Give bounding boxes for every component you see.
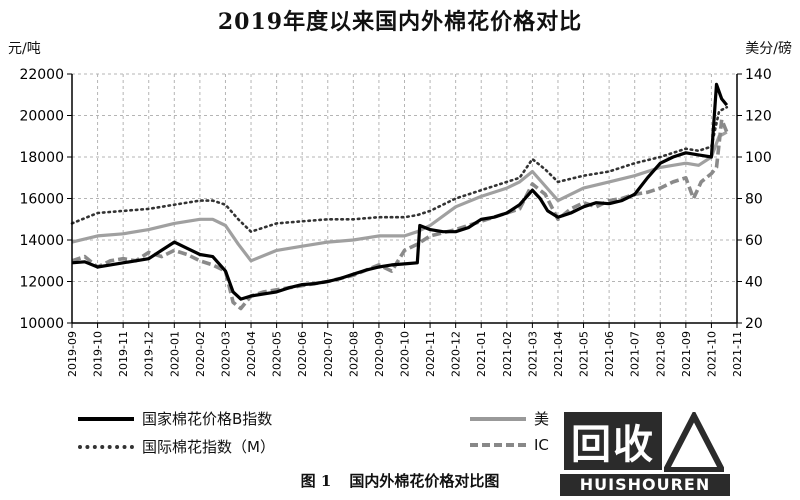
y-left-tick-label: 16000 [19,192,64,208]
y-right-unit: 美分/磅 [745,41,792,57]
legend-swatch-solid-black [78,416,134,421]
y-left-tick-label: 22000 [19,67,64,83]
y-left-tick-label: 10000 [19,316,64,332]
legend-item-m-index: 国际棉花指数（M） [78,436,275,457]
y-right-tick-label: 80 [745,192,763,208]
figure-caption: 图 1 国内外棉花价格对比图 [0,470,800,491]
y-right-tick-label: 40 [745,275,763,291]
x-tick-label: 2019-12 [143,331,156,377]
legend-swatch-solid-gray [470,416,526,421]
y-left-tick-label: 18000 [19,150,64,166]
x-tick-label: 2021-04 [552,331,565,377]
x-tick-label: 2019-11 [117,331,130,377]
x-tick-label: 2021-10 [705,331,718,377]
caption-number: 图 1 [300,472,332,490]
x-tick-label: 2020-02 [194,331,207,377]
x-tick-label: 2020-05 [271,331,284,377]
x-tick-label: 2020-03 [219,331,232,377]
y-right-tick-label: 140 [745,67,772,83]
x-tick-label: 2021-02 [501,331,514,377]
x-tick-label: 2021-08 [654,331,667,377]
y-right-tick-label: 60 [745,233,763,249]
watermark-box: 回收 [564,412,662,470]
y-left-unit: 元/吨 [8,41,41,57]
legend-label: 国际棉花指数（M） [142,438,275,456]
x-tick-label: 2019-10 [92,331,105,377]
y-left-tick-label: 12000 [19,275,64,291]
legend-label: 国家棉花价格B指数 [142,410,273,428]
x-tick-label: 2020-01 [168,331,181,377]
x-tick-label: 2020-12 [450,331,463,377]
series-line-dashed-gray [71,117,729,311]
caption-text: 国内外棉花价格对比图 [349,472,500,490]
legend-swatch-dashed-gray [470,443,526,447]
watermark-triangle-icon [664,412,724,472]
x-tick-label: 2021-06 [603,331,616,377]
watermark-site: HUISHOUREN [560,474,730,496]
x-tick-label: 2020-08 [347,331,360,377]
series-line-solid-black [71,82,729,301]
legend-item-us-futures: 美 [470,408,549,429]
legend-item-b-index: 国家棉花价格B指数 [78,408,272,429]
legend-label: 美 [534,410,550,428]
legend-item-ice: IC [470,436,549,454]
chart-title: 2019年度以来国内外棉花价格对比 [217,9,583,35]
x-tick-label: 2019-09 [66,331,79,377]
y-left-tick-label: 14000 [19,233,64,249]
x-tick-label: 2020-04 [245,331,258,377]
legend-label: IC [534,436,549,454]
legend-swatch-dotted-black [78,444,134,449]
series-line-dotted-black [70,105,729,233]
x-tick-label: 2020-07 [322,331,335,377]
x-tick-label: 2020-11 [424,331,437,377]
x-tick-label: 2021-09 [680,331,693,377]
x-tick-label: 2021-11 [731,331,744,377]
x-tick-label: 2021-01 [475,331,488,377]
x-tick-label: 2021-07 [629,331,642,377]
y-left-tick-label: 20000 [19,109,64,125]
watermark-logo: 回收 HUISHOUREN [560,412,730,498]
x-tick-label: 2021-05 [578,331,591,377]
x-tick-label: 2020-06 [296,331,309,377]
x-tick-label: 2020-09 [373,331,386,377]
y-right-tick-label: 120 [745,109,772,125]
x-tick-label: 2020-10 [399,331,412,377]
y-right-tick-label: 100 [745,150,772,166]
y-right-tick-label: 20 [745,316,763,332]
x-tick-label: 2021-03 [526,331,539,377]
